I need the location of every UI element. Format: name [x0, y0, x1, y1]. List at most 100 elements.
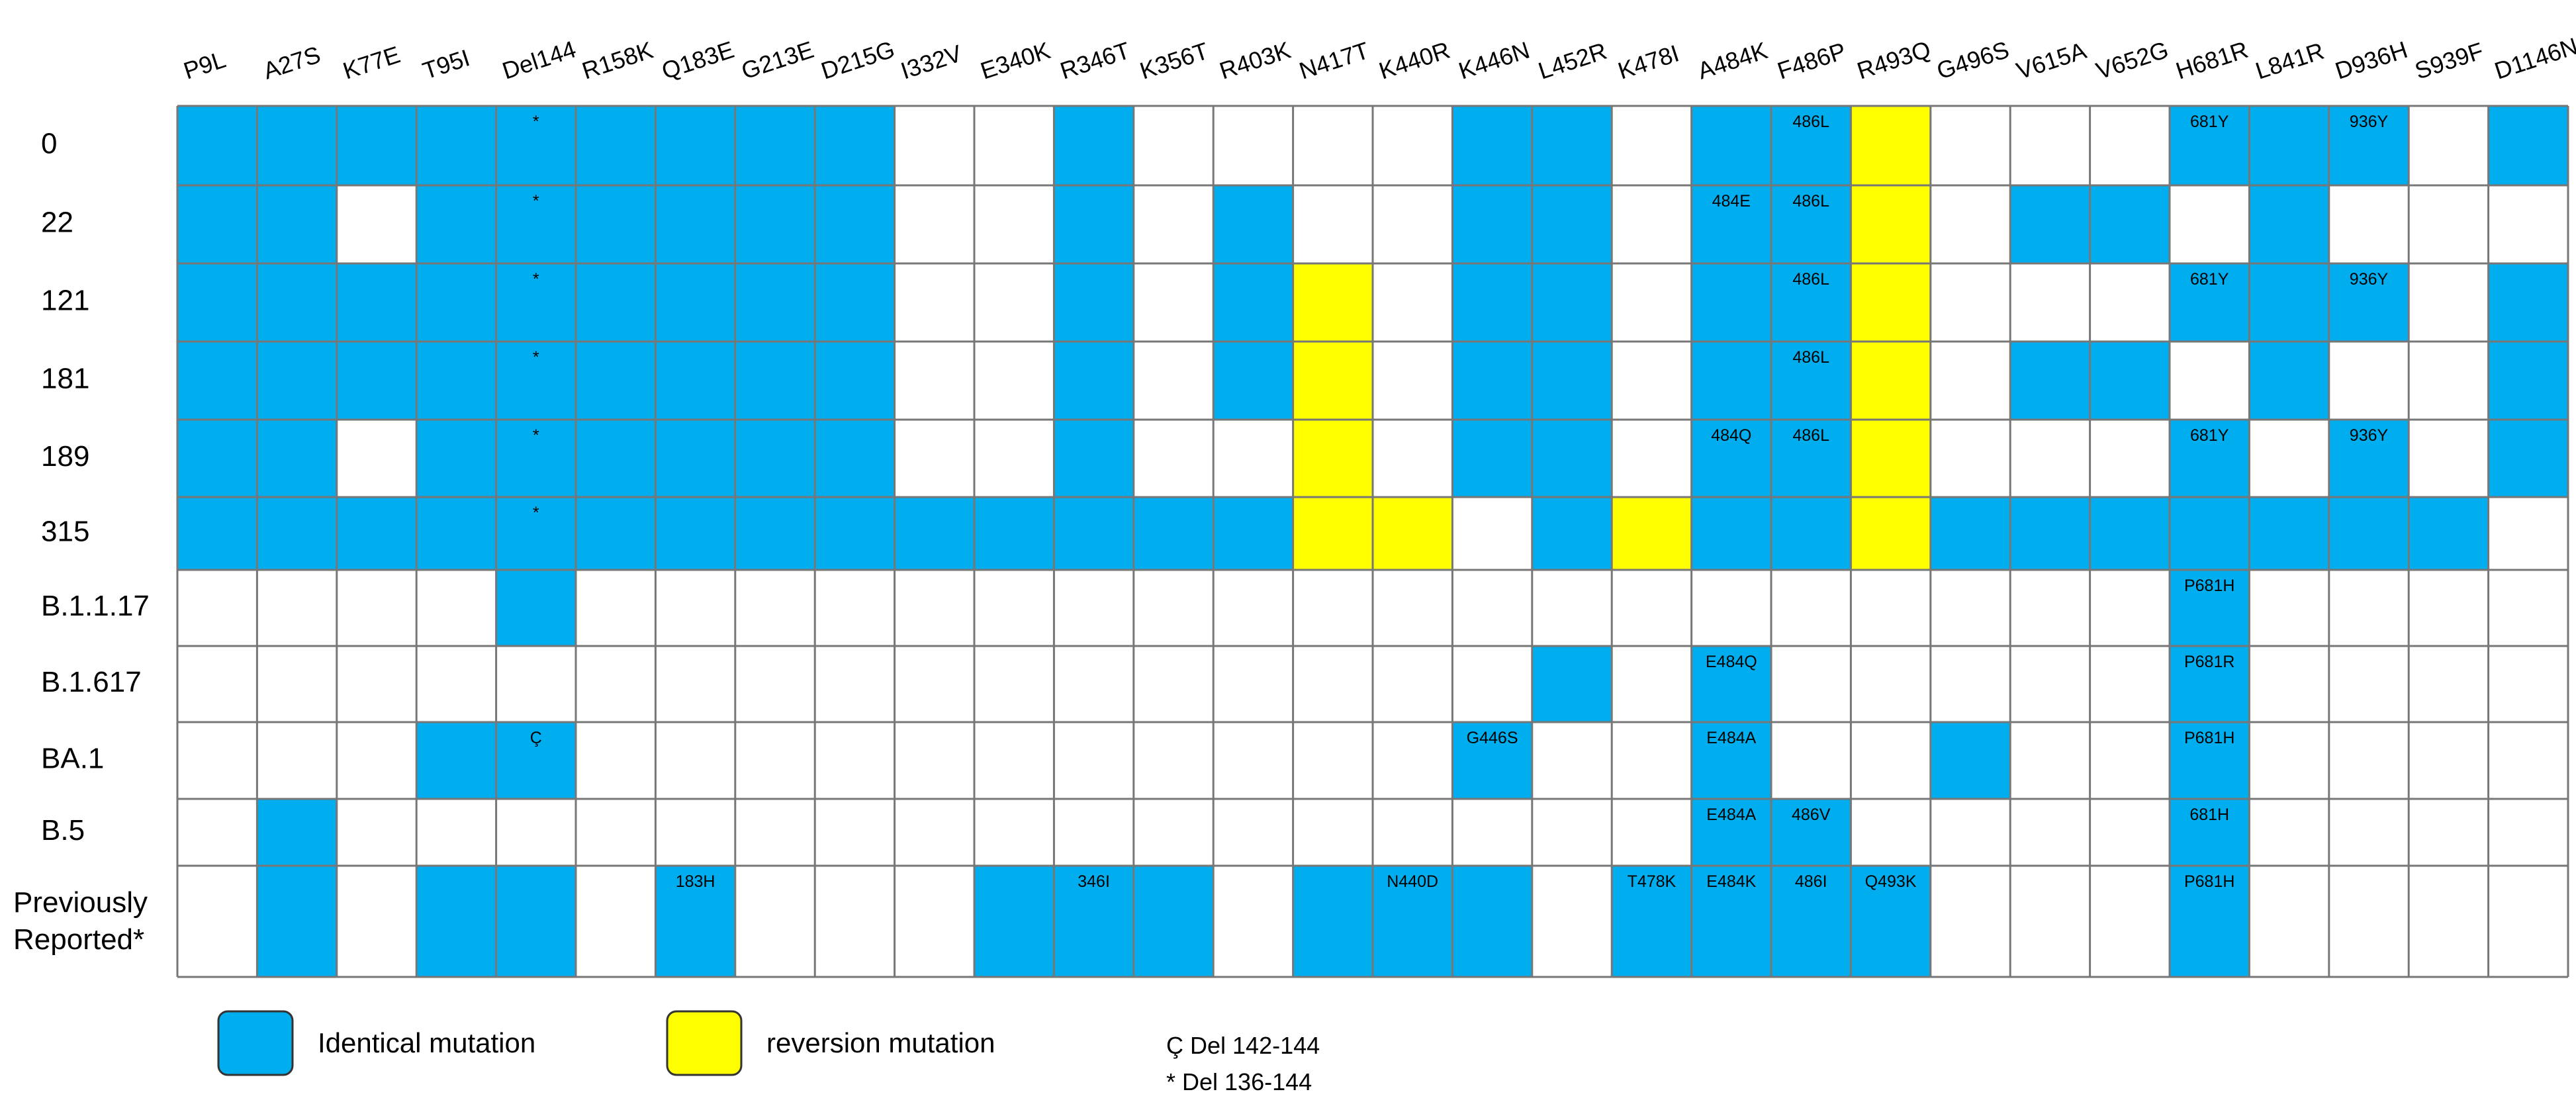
cell-7-28	[2409, 646, 2489, 722]
column-label: G496S	[1933, 36, 2012, 85]
cell-5-14	[1293, 497, 1373, 570]
cell-8-21	[1851, 722, 1931, 799]
cell-10-15	[1373, 866, 1453, 977]
cell-7-13	[1213, 646, 1293, 722]
cell-5-9	[894, 497, 974, 570]
cell-9-10	[974, 799, 1054, 866]
cell-9-11	[1054, 799, 1134, 866]
cell-annotation: *	[533, 270, 539, 289]
cell-4-19	[1691, 420, 1771, 497]
cell-7-25	[2170, 646, 2250, 722]
cell-2-0	[177, 263, 257, 342]
cell-8-5	[576, 722, 656, 799]
cell-1-22	[1930, 185, 2011, 263]
cell-0-20	[1771, 106, 1851, 185]
cell-annotation: 681Y	[2190, 113, 2229, 131]
cell-4-11	[1054, 420, 1134, 497]
cell-annotation: E484A	[1706, 729, 1756, 747]
row-label: 121	[41, 285, 89, 317]
cell-1-26	[2249, 185, 2329, 263]
cell-2-9	[894, 263, 974, 342]
cell-0-26	[2249, 106, 2329, 185]
cell-1-4	[496, 185, 576, 263]
cell-8-9	[894, 722, 974, 799]
cell-4-3	[416, 420, 496, 497]
cell-4-8	[815, 420, 895, 497]
cell-annotation: *	[533, 504, 539, 522]
cell-annotation: 486L	[1792, 270, 1829, 289]
cell-annotation: 936Y	[2350, 426, 2389, 445]
cell-0-7	[735, 106, 815, 185]
cell-6-5	[576, 570, 656, 646]
cell-3-22	[1930, 342, 2011, 420]
cell-annotation: 486L	[1792, 348, 1829, 367]
cell-4-2	[336, 420, 417, 497]
cell-9-13	[1213, 799, 1293, 866]
cell-5-26	[2249, 497, 2329, 570]
cell-2-15	[1373, 263, 1453, 342]
cell-9-12	[1133, 799, 1214, 866]
cell-5-17	[1532, 497, 1612, 570]
cell-10-14	[1293, 866, 1373, 977]
column-label: K440R	[1375, 36, 1453, 85]
cell-7-3	[416, 646, 496, 722]
cell-7-29	[2488, 646, 2568, 722]
cell-4-25	[2170, 420, 2250, 497]
cell-7-7	[735, 646, 815, 722]
cell-1-5	[576, 185, 656, 263]
cell-annotation: E484A	[1706, 806, 1756, 824]
heatmap-cells	[177, 106, 2568, 977]
cell-annotation: P681H	[2184, 729, 2234, 747]
cell-5-25	[2170, 497, 2250, 570]
cell-4-9	[894, 420, 974, 497]
cell-4-14	[1293, 420, 1373, 497]
cell-annotation: N440D	[1387, 872, 1438, 891]
legend-label: Identical mutation	[318, 1027, 535, 1058]
cell-8-1	[257, 722, 337, 799]
row-label: 181	[41, 363, 89, 395]
cell-0-19	[1691, 106, 1771, 185]
column-label: G213E	[738, 36, 817, 85]
cell-3-21	[1851, 342, 1931, 420]
legend-swatch	[217, 1010, 294, 1076]
cell-1-9	[894, 185, 974, 263]
cell-0-28	[2409, 106, 2489, 185]
cell-3-10	[974, 342, 1054, 420]
cell-9-26	[2249, 799, 2329, 866]
cell-9-5	[576, 799, 656, 866]
heatmap-gridlines	[176, 105, 2569, 978]
cell-6-10	[974, 570, 1054, 646]
cell-0-25	[2170, 106, 2250, 185]
cell-annotation: 486I	[1795, 872, 1827, 891]
cell-6-9	[894, 570, 974, 646]
cell-2-17	[1532, 263, 1612, 342]
column-label: A27S	[260, 40, 324, 84]
cell-0-8	[815, 106, 895, 185]
cell-0-12	[1133, 106, 1214, 185]
cell-7-2	[336, 646, 417, 722]
cell-4-27	[2328, 420, 2409, 497]
cell-annotation: Q493K	[1865, 872, 1917, 891]
cell-6-23	[2010, 570, 2090, 646]
cell-3-4	[496, 342, 576, 420]
cell-4-21	[1851, 420, 1931, 497]
cell-6-17	[1532, 570, 1612, 646]
row-label: B.5	[41, 814, 85, 847]
cell-10-28	[2409, 866, 2489, 977]
cell-2-25	[2170, 263, 2250, 342]
cell-annotation: P681R	[2184, 653, 2234, 671]
cell-1-23	[2010, 185, 2090, 263]
cell-8-3	[416, 722, 496, 799]
cell-4-17	[1532, 420, 1612, 497]
cell-7-10	[974, 646, 1054, 722]
cell-0-2	[336, 106, 417, 185]
cell-1-14	[1293, 185, 1373, 263]
cell-6-25	[2170, 570, 2250, 646]
cell-4-20	[1771, 420, 1851, 497]
cell-annotation: 936Y	[2350, 270, 2389, 289]
cell-3-13	[1213, 342, 1293, 420]
cell-2-20	[1771, 263, 1851, 342]
cell-9-4	[496, 799, 576, 866]
cell-8-17	[1532, 722, 1612, 799]
cell-6-29	[2488, 570, 2568, 646]
